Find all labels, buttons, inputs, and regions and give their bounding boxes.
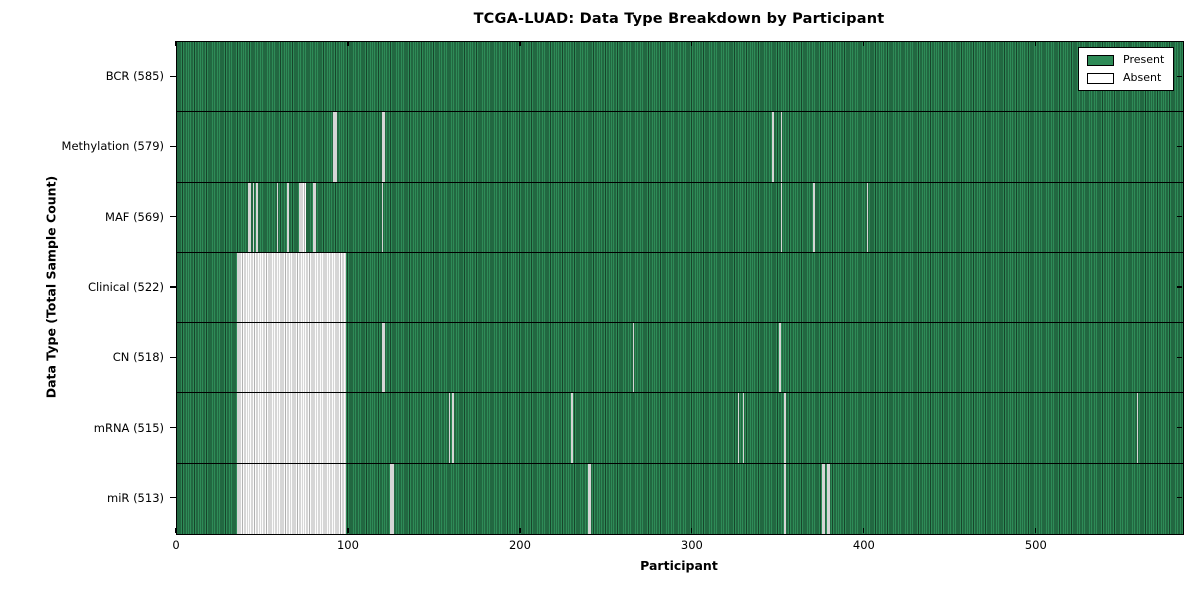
y-tick-label: Methylation (579) <box>61 139 164 154</box>
absent-stripe <box>237 463 346 534</box>
x-tick <box>175 41 177 46</box>
y-tick <box>1177 286 1182 288</box>
y-tick <box>169 356 177 358</box>
x-tick <box>519 528 521 533</box>
x-tick-label: 400 <box>852 538 875 552</box>
x-tick <box>863 528 865 533</box>
absent-stripe <box>827 463 831 534</box>
absent-stripe <box>570 393 573 463</box>
absent-stripe <box>381 112 386 182</box>
absent-stripe <box>237 393 346 463</box>
x-tick <box>1035 528 1037 533</box>
absent-stripe <box>237 252 346 323</box>
absent-stripe <box>772 112 774 182</box>
y-tick-label: mRNA (515) <box>93 420 164 435</box>
y-tick-label: Clinical (522) <box>87 280 164 294</box>
y-tick <box>169 75 177 77</box>
absent-stripe <box>299 182 306 252</box>
absent-stripe <box>742 393 745 463</box>
x-tick <box>175 528 177 533</box>
y-tick <box>169 497 177 499</box>
y-tick <box>1177 426 1182 429</box>
legend: Present Absent <box>1078 47 1175 91</box>
y-tick-label: miR (513) <box>107 490 164 505</box>
x-tick <box>347 528 349 533</box>
absent-stripe <box>780 112 783 182</box>
absent-stripe <box>381 182 384 252</box>
y-tick <box>1177 145 1182 148</box>
x-tick-label: 300 <box>680 538 703 552</box>
legend-swatch <box>1087 54 1114 66</box>
x-axis-title: Participant <box>640 558 718 573</box>
absent-stripe <box>784 463 786 534</box>
x-tick <box>691 528 693 533</box>
x-tick <box>1035 41 1037 46</box>
absent-stripe <box>821 463 826 534</box>
chart-title: TCGA-LUAD: Data Type Breakdown by Partic… <box>473 11 885 27</box>
x-tick <box>863 41 865 46</box>
row-band-mrna <box>177 393 1183 464</box>
row-band-cn <box>177 323 1183 394</box>
absent-stripe <box>1136 393 1139 463</box>
absent-stripe <box>381 323 386 393</box>
x-tick <box>691 41 693 46</box>
absent-stripe <box>778 323 781 393</box>
absent-stripe <box>780 182 783 252</box>
absent-stripe <box>287 182 289 252</box>
y-tick-label: CN (518) <box>112 350 164 365</box>
absent-stripe <box>312 182 317 252</box>
absent-stripe <box>333 112 337 182</box>
plot-area <box>176 41 1184 535</box>
y-tick <box>1177 75 1182 77</box>
y-tick <box>169 145 177 148</box>
x-tick-label: 200 <box>508 538 531 552</box>
legend-entry: Present <box>1087 54 1164 66</box>
row-band-mir <box>177 463 1183 534</box>
absent-stripe <box>448 393 451 463</box>
absent-stripe <box>256 182 258 252</box>
y-tick <box>1177 216 1182 218</box>
row-band-methylation <box>177 112 1183 183</box>
x-tick <box>347 41 349 46</box>
legend-label: Present <box>1123 53 1165 66</box>
absent-stripe <box>813 182 815 252</box>
absent-stripe <box>866 182 869 252</box>
absent-stripe <box>252 182 255 252</box>
y-tick <box>1177 356 1182 358</box>
y-tick <box>169 286 177 288</box>
legend-label: Absent <box>1123 71 1162 84</box>
y-tick <box>169 426 177 429</box>
x-tick-label: 500 <box>1024 538 1047 552</box>
row-band-clinical <box>177 252 1183 324</box>
absent-stripe <box>247 182 251 252</box>
x-tick-label: 100 <box>336 538 359 552</box>
y-tick <box>169 216 177 218</box>
absent-stripe <box>452 393 454 463</box>
x-tick <box>519 41 521 46</box>
absent-stripe <box>632 323 635 393</box>
row-band-bcr <box>177 42 1183 113</box>
y-tick-label: BCR (585) <box>105 69 164 84</box>
y-tick <box>1177 497 1182 499</box>
absent-stripe <box>237 323 346 393</box>
x-tick-label: 0 <box>172 538 180 552</box>
legend-entry: Absent <box>1087 72 1164 84</box>
absent-stripe <box>390 463 394 534</box>
legend-swatch <box>1087 72 1114 84</box>
y-tick-label: MAF (569) <box>105 209 164 224</box>
absent-stripe <box>784 393 786 463</box>
absent-stripe <box>276 182 279 252</box>
row-band-maf <box>177 182 1183 253</box>
absent-stripe <box>587 463 592 534</box>
absent-stripe <box>737 393 740 463</box>
